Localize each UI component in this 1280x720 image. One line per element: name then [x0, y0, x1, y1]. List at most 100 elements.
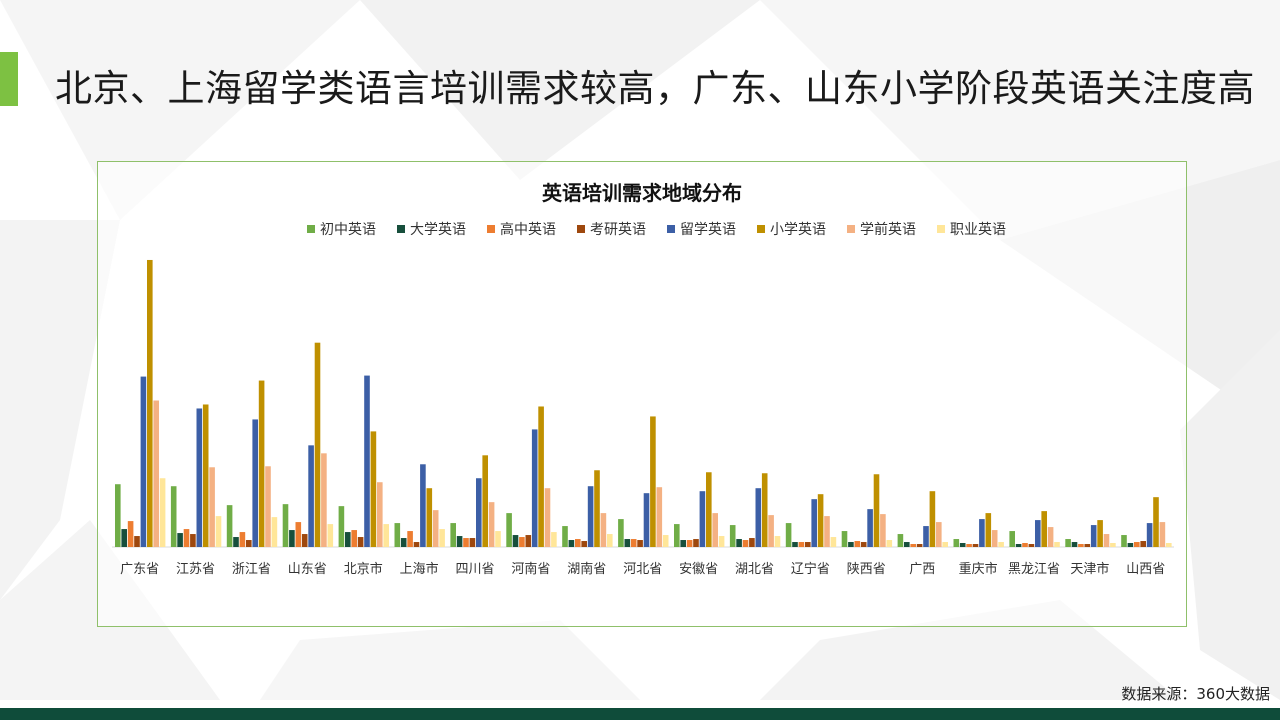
bar [183, 529, 190, 547]
bar [979, 519, 985, 547]
bar [817, 494, 824, 547]
bar [538, 406, 544, 547]
bar [841, 531, 848, 547]
bar [792, 542, 798, 547]
bar [289, 530, 295, 547]
bar [400, 538, 407, 547]
legend-label: 考研英语 [590, 221, 646, 238]
x-tick-label: 广西 [909, 562, 935, 577]
bar [1166, 543, 1172, 547]
bar [824, 516, 830, 547]
bar [761, 473, 768, 547]
bar [680, 540, 686, 547]
bar [805, 542, 811, 547]
x-tick-label: 陕西省 [847, 562, 886, 577]
bar [115, 484, 121, 547]
bar [1153, 497, 1159, 547]
bar [1078, 544, 1084, 547]
bar [202, 404, 209, 547]
x-tick-label: 河北省 [623, 562, 662, 577]
bar [624, 539, 631, 547]
bar [170, 486, 177, 547]
x-tick-label: 四川省 [455, 562, 494, 577]
bar [321, 453, 327, 547]
chart-title: 英语培训需求地域分布 [542, 181, 742, 205]
bar [768, 515, 774, 547]
bar [998, 542, 1004, 547]
bar [1071, 542, 1078, 547]
bar [966, 544, 972, 547]
x-tick-label: 山西省 [1126, 562, 1165, 577]
x-tick-label: 黑龙江省 [1008, 562, 1060, 577]
bar [674, 524, 680, 547]
bar [860, 542, 867, 547]
bar [637, 540, 643, 547]
legend-label: 职业英语 [950, 221, 1006, 238]
bar [1146, 523, 1153, 547]
bar [1009, 531, 1015, 547]
bar [916, 544, 923, 547]
x-tick-label: 辽宁省 [791, 561, 830, 577]
bar [1110, 543, 1116, 547]
bar [749, 538, 755, 547]
bar [736, 539, 742, 547]
bar [551, 532, 557, 547]
slide-title: 北京、上海留学类语言培训需求较高，广东、山东小学阶段英语关注度高 [55, 67, 1255, 110]
bar [1159, 522, 1166, 547]
bar [1047, 527, 1054, 547]
bar [140, 376, 147, 547]
bar [774, 536, 781, 547]
bar [351, 530, 357, 547]
bar [1035, 520, 1041, 547]
bar [258, 380, 265, 547]
bar [718, 536, 725, 547]
bar [755, 488, 762, 547]
bar [383, 524, 389, 547]
bar [650, 416, 656, 547]
x-tick-label: 天津市 [1070, 561, 1109, 577]
bar [512, 535, 519, 547]
bar [147, 259, 153, 547]
x-tick-labels: 广东省 江苏省 浙江省 山东省 北京市 上海市 四川省 河南省 湖南省 河北省 安徽省 湖北省 辽宁省 陕… [120, 561, 1165, 577]
bar [897, 534, 904, 547]
bar [134, 536, 140, 547]
legend-swatch [307, 225, 315, 233]
bar [643, 493, 650, 547]
bar [904, 542, 910, 547]
bar [910, 544, 916, 547]
bar [469, 538, 476, 547]
bar [271, 517, 278, 547]
bar [209, 467, 215, 547]
legend-swatch [577, 225, 585, 233]
bar [177, 533, 183, 547]
bar [785, 523, 792, 547]
x-tick-label: 江苏省 [176, 561, 215, 577]
bar [656, 487, 663, 547]
legend-swatch [397, 225, 405, 233]
bar [929, 491, 936, 547]
bar [712, 513, 718, 547]
bar [1127, 543, 1134, 547]
bar [686, 540, 693, 547]
bar [1084, 544, 1091, 547]
bar [1134, 542, 1140, 547]
bar [190, 534, 196, 547]
bar [587, 486, 594, 547]
x-tick-label: 山东省 [288, 562, 327, 577]
bar [345, 532, 351, 547]
bar [1140, 541, 1146, 547]
legend-swatch [847, 225, 855, 233]
bar [252, 419, 258, 547]
bar [370, 431, 377, 547]
bar [476, 478, 482, 547]
legend-swatch [667, 225, 675, 233]
bar [301, 534, 308, 547]
bar [1090, 525, 1097, 547]
bar [880, 514, 886, 547]
bar [873, 474, 880, 547]
bar [488, 502, 495, 547]
bar [1065, 539, 1071, 547]
legend-swatch [487, 225, 495, 233]
bar [936, 522, 942, 547]
bar [886, 540, 893, 547]
